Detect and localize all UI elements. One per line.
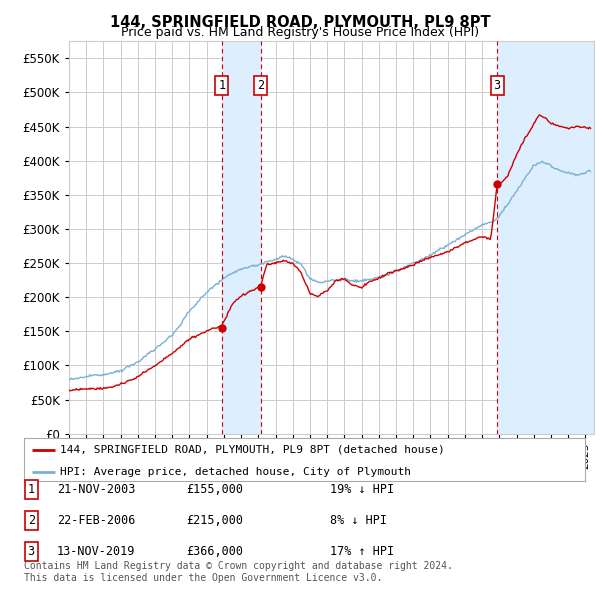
Text: 3: 3: [494, 79, 500, 92]
Text: 144, SPRINGFIELD ROAD, PLYMOUTH, PL9 8PT (detached house): 144, SPRINGFIELD ROAD, PLYMOUTH, PL9 8PT…: [61, 445, 445, 455]
Text: £215,000: £215,000: [186, 514, 243, 527]
Text: 17% ↑ HPI: 17% ↑ HPI: [330, 545, 394, 558]
Text: £366,000: £366,000: [186, 545, 243, 558]
Text: 8% ↓ HPI: 8% ↓ HPI: [330, 514, 387, 527]
Text: 1: 1: [28, 483, 35, 496]
Text: 2: 2: [257, 79, 264, 92]
Text: Contains HM Land Registry data © Crown copyright and database right 2024.
This d: Contains HM Land Registry data © Crown c…: [24, 561, 453, 583]
Text: Price paid vs. HM Land Registry's House Price Index (HPI): Price paid vs. HM Land Registry's House …: [121, 26, 479, 39]
Text: 22-FEB-2006: 22-FEB-2006: [57, 514, 136, 527]
Text: 13-NOV-2019: 13-NOV-2019: [57, 545, 136, 558]
Text: 21-NOV-2003: 21-NOV-2003: [57, 483, 136, 496]
Text: HPI: Average price, detached house, City of Plymouth: HPI: Average price, detached house, City…: [61, 467, 412, 477]
Text: 3: 3: [28, 545, 35, 558]
Text: 2: 2: [28, 514, 35, 527]
Text: £155,000: £155,000: [186, 483, 243, 496]
Text: 1: 1: [218, 79, 226, 92]
Bar: [222, 41, 260, 434]
Bar: [497, 41, 594, 434]
Text: 19% ↓ HPI: 19% ↓ HPI: [330, 483, 394, 496]
Text: 144, SPRINGFIELD ROAD, PLYMOUTH, PL9 8PT: 144, SPRINGFIELD ROAD, PLYMOUTH, PL9 8PT: [110, 15, 490, 30]
